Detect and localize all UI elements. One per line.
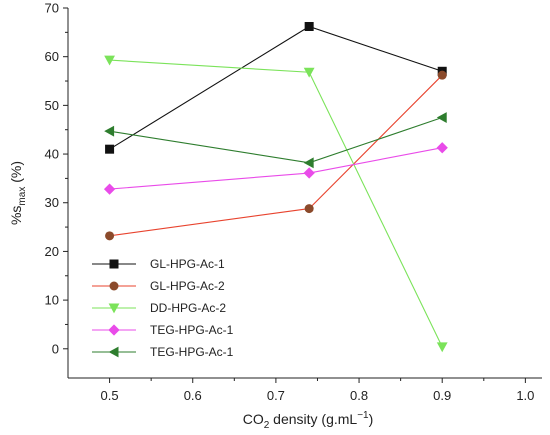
legend-marker <box>109 281 119 291</box>
series-line-1 <box>109 25 443 150</box>
legend-marker <box>108 346 119 358</box>
legend-marker <box>109 259 119 269</box>
series-line-4 <box>109 147 443 190</box>
data-point <box>436 112 447 123</box>
series-lines <box>109 25 443 348</box>
data-point <box>103 183 116 195</box>
y-tick-label: 30 <box>45 195 59 210</box>
x-tick-label: 0.5 <box>101 388 119 403</box>
legend-label: TEG-HPG-Ac-1 <box>150 345 234 359</box>
data-point <box>104 125 115 137</box>
series-markers <box>103 22 448 353</box>
series-line-5 <box>109 117 443 164</box>
y-tick-label: 0 <box>52 341 59 356</box>
y-tick-label: 60 <box>45 49 59 64</box>
x-tick-label: 0.6 <box>184 388 202 403</box>
x-tick-label: 0.9 <box>433 388 451 403</box>
legend-label: TEG-HPG-Ac-1 <box>150 323 234 337</box>
data-point <box>436 342 448 353</box>
legend: GL-HPG-Ac-1 GL-HPG-Ac-2 DD-HPG-Ac-2 TEG-HPG… <box>92 257 234 359</box>
legend-marker <box>108 324 120 336</box>
data-point <box>104 55 115 66</box>
legend-marker <box>108 303 120 314</box>
y-tick-label: 20 <box>45 244 59 259</box>
y-tick-label: 40 <box>45 147 59 162</box>
legend-label: GL-HPG-Ac-2 <box>150 279 225 293</box>
data-point <box>105 231 115 241</box>
x-ticks: 0.5 0.6 0.7 0.8 0.9 1.0 <box>101 378 534 403</box>
y-tick-label: 10 <box>45 293 59 308</box>
legend-label: DD-HPG-Ac-2 <box>150 301 226 315</box>
series-line-2 <box>109 74 443 237</box>
data-point <box>304 204 314 214</box>
legend-label: GL-HPG-Ac-1 <box>150 257 225 271</box>
x-axis-title: CO2 density (g.mL−1) <box>243 410 374 431</box>
data-point <box>304 22 314 31</box>
x-tick-label: 0.7 <box>267 388 285 403</box>
x-tick-label: 1.0 <box>516 388 534 403</box>
data-point <box>303 157 314 169</box>
data-point <box>436 142 448 154</box>
y-tick-label: 50 <box>45 98 59 113</box>
axes <box>67 8 542 379</box>
y-axis-title: %smax (%) <box>8 161 28 225</box>
x-tick-label: 0.8 <box>350 388 368 403</box>
y-ticks: 0 10 20 30 40 50 60 70 <box>45 1 68 356</box>
y-tick-label: 70 <box>45 1 59 16</box>
data-point <box>437 70 447 80</box>
data-point <box>303 67 315 78</box>
data-point <box>303 167 315 179</box>
data-point <box>105 144 115 154</box>
